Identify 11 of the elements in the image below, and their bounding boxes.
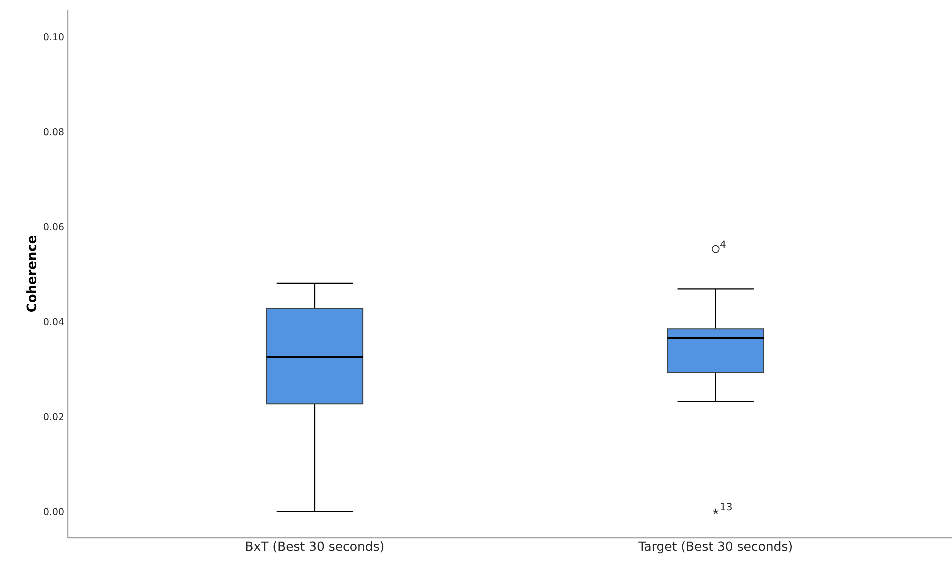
y-tick-label: 0.02: [44, 413, 64, 421]
y-tick-label: 0.06: [44, 223, 64, 231]
y-tick-label: 0.00: [44, 508, 64, 516]
annotation: 4: [720, 240, 726, 248]
x-tick-label: BxT (Best 30 seconds): [246, 542, 384, 553]
x-tick-label: Target (Best 30 seconds): [638, 542, 792, 554]
y-tick-label: 0.10: [44, 33, 64, 41]
y-tick-label: 0.04: [44, 318, 64, 326]
annotation: 13: [721, 503, 732, 511]
y-tick-label: 0.08: [44, 128, 64, 136]
y-axis-title: Coherence: [26, 236, 37, 312]
